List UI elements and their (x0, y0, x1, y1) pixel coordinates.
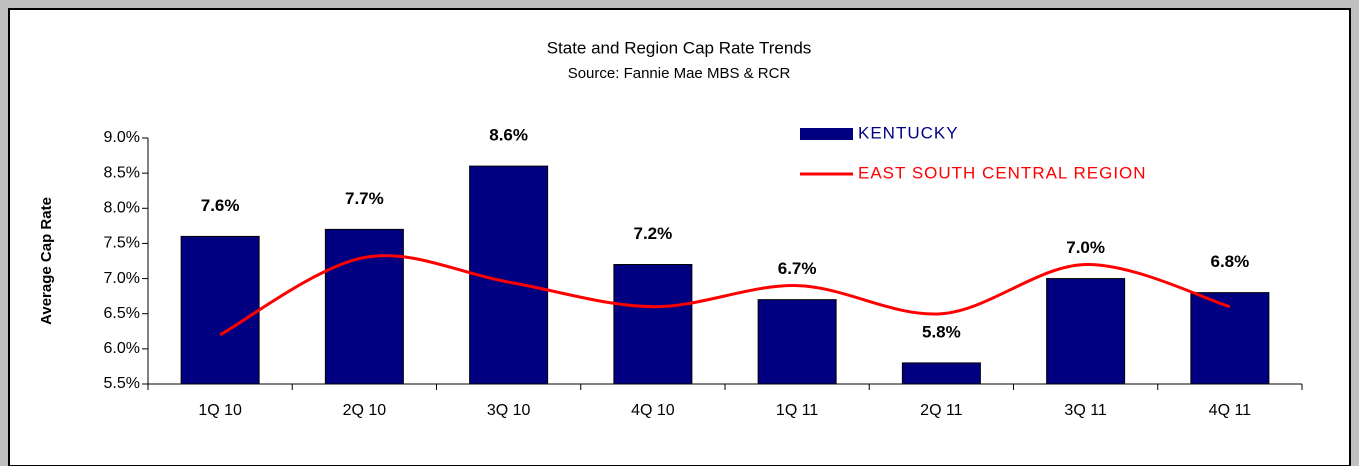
y-tick-label: 6.5% (104, 305, 140, 322)
x-tick-label: 4Q 11 (1209, 402, 1252, 419)
bar (901, 362, 981, 385)
y-tick-label: 7.5% (104, 235, 140, 252)
data-label: 5.8% (922, 322, 961, 341)
bar (757, 299, 837, 385)
y-tick-label: 8.5% (104, 164, 140, 181)
chart-subtitle: Source: Fannie Mae MBS & RCR (568, 65, 791, 82)
chart-title: State and Region Cap Rate Trends (547, 38, 812, 57)
bar (1046, 278, 1126, 385)
x-tick-label: 3Q 10 (487, 402, 531, 419)
y-tick-label: 6.0% (104, 340, 140, 357)
data-label: 7.2% (634, 224, 673, 243)
y-tick-label: 9.0% (104, 129, 140, 146)
y-axis-label: Average Cap Rate (38, 197, 55, 325)
x-tick-label: 3Q 11 (1064, 402, 1107, 419)
x-tick-label: 1Q 11 (776, 402, 819, 419)
y-tick-label: 8.0% (104, 200, 140, 217)
x-tick-label: 2Q 10 (343, 402, 387, 419)
data-label: 6.7% (778, 259, 817, 278)
x-tick-label: 1Q 10 (198, 402, 242, 419)
data-label: 6.8% (1211, 252, 1250, 271)
bar (324, 228, 404, 385)
bar (613, 264, 693, 385)
data-label: 7.7% (345, 189, 384, 208)
data-label: 7.6% (201, 196, 240, 215)
x-tick-label: 4Q 10 (631, 402, 675, 419)
line (219, 254, 1231, 337)
y-tick-label: 5.5% (104, 375, 140, 392)
x-tick-label: 2Q 11 (920, 402, 963, 419)
y-tick-label: 7.0% (104, 270, 140, 287)
bar (180, 235, 260, 385)
legend-label: KENTUCKY (858, 123, 959, 142)
data-label: 7.0% (1066, 238, 1105, 257)
data-label: 8.6% (489, 126, 528, 145)
legend-swatch (800, 128, 853, 140)
legend-label: EAST SOUTH CENTRAL REGION (858, 163, 1147, 182)
